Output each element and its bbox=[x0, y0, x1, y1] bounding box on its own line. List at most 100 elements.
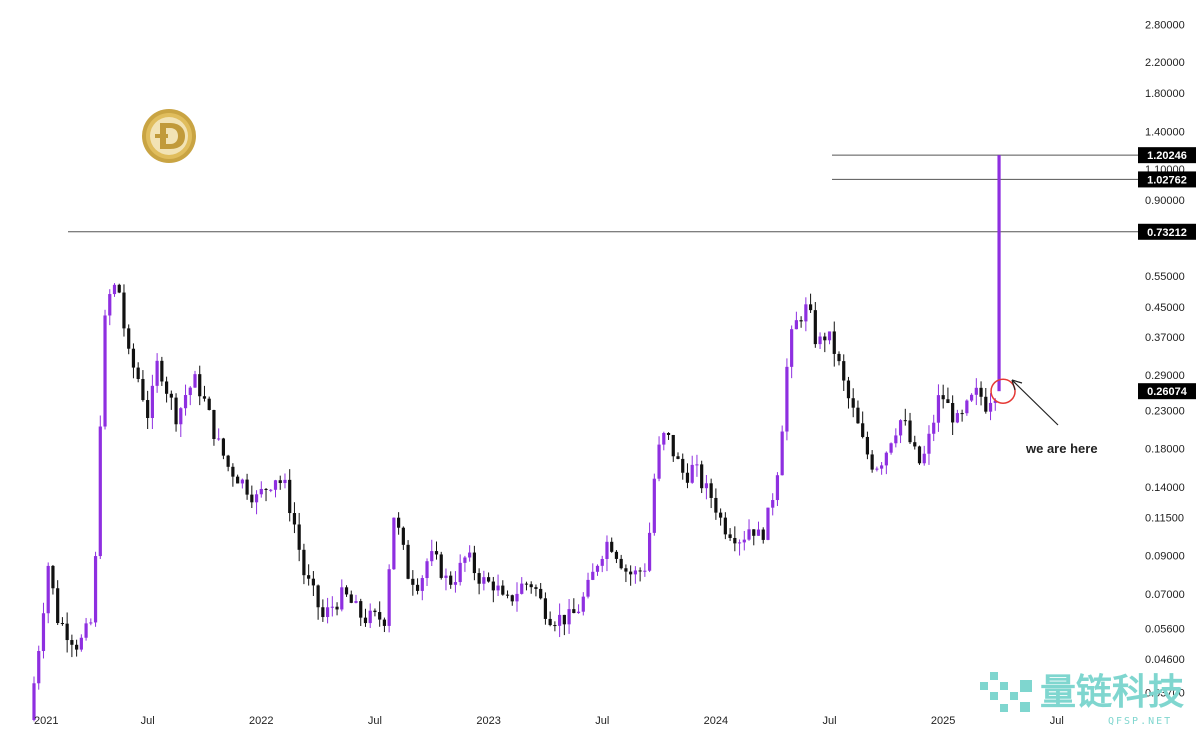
candle-body bbox=[226, 455, 230, 467]
candle-body bbox=[401, 527, 405, 545]
candle-body bbox=[245, 479, 249, 495]
candle-body bbox=[567, 609, 571, 625]
candle-body bbox=[108, 294, 112, 316]
y-tick-label: 0.55000 bbox=[1145, 271, 1185, 283]
candle-body bbox=[780, 431, 784, 476]
candle-body bbox=[387, 569, 391, 626]
candle-body bbox=[378, 612, 382, 620]
projection-candle bbox=[997, 155, 1001, 392]
candle-body bbox=[785, 366, 789, 432]
candle-body bbox=[979, 387, 983, 397]
candle-body bbox=[112, 284, 117, 295]
candle-body bbox=[562, 614, 566, 625]
candle-body bbox=[325, 607, 330, 618]
candle-body bbox=[875, 468, 879, 470]
candle-body bbox=[638, 570, 642, 572]
candle-body bbox=[37, 651, 41, 684]
candle-body bbox=[861, 423, 865, 437]
candle-body bbox=[439, 554, 443, 578]
current-price-circle bbox=[990, 378, 1016, 404]
candle-body bbox=[505, 594, 510, 596]
candle-body bbox=[141, 378, 145, 401]
candle-body bbox=[359, 601, 363, 618]
candle-body bbox=[898, 420, 903, 436]
annotation-arrow bbox=[1011, 379, 1059, 426]
candle-body bbox=[89, 622, 93, 624]
x-tick-label: 2025 bbox=[931, 715, 955, 727]
x-tick-label: Jul bbox=[595, 715, 609, 727]
y-tick-label: 0.18000 bbox=[1145, 443, 1185, 455]
candle-body bbox=[903, 420, 907, 422]
candle-body bbox=[955, 413, 959, 423]
candle-body bbox=[420, 578, 424, 591]
candle-body bbox=[430, 551, 434, 562]
candle-body bbox=[804, 304, 808, 322]
candle-body bbox=[444, 575, 448, 578]
candle-body bbox=[122, 292, 126, 329]
candle-body bbox=[960, 413, 964, 415]
candle-body bbox=[397, 517, 401, 528]
candle-body bbox=[131, 348, 136, 368]
candle-body bbox=[510, 595, 514, 602]
candle-body bbox=[103, 315, 107, 427]
candle-body bbox=[543, 598, 548, 619]
candle-body bbox=[747, 529, 751, 540]
candle-body bbox=[269, 489, 273, 491]
candle-body bbox=[832, 331, 836, 354]
candle-body bbox=[368, 610, 372, 624]
projection-wick bbox=[997, 155, 1001, 392]
candle-body bbox=[136, 367, 140, 379]
x-tick-label: 2023 bbox=[476, 715, 500, 727]
y-tick-label: 2.80000 bbox=[1145, 20, 1185, 32]
candle-body bbox=[984, 396, 988, 412]
level-tag-label: 0.73212 bbox=[1147, 227, 1187, 239]
candle-body bbox=[558, 614, 562, 626]
candle-body bbox=[311, 578, 315, 586]
candle-body bbox=[837, 353, 841, 362]
candle-body bbox=[880, 465, 884, 469]
candle-body bbox=[482, 577, 486, 584]
candle-body bbox=[752, 529, 756, 536]
candle-body bbox=[865, 436, 870, 455]
candle-body bbox=[690, 464, 694, 483]
candle-body bbox=[458, 562, 462, 583]
candle-body bbox=[193, 374, 197, 388]
candle-body bbox=[723, 517, 727, 535]
y-tick-label: 0.03700 bbox=[1145, 688, 1185, 700]
level-tag-label: 1.02762 bbox=[1147, 174, 1187, 186]
candle-body bbox=[406, 544, 410, 579]
x-axis: 2021 Jul 2022 Jul 2023 Jul 2024 Jul 2025 Jul bbox=[34, 715, 1064, 727]
candle-body bbox=[969, 394, 974, 401]
candle-body bbox=[392, 517, 396, 570]
candle-body bbox=[188, 387, 192, 396]
candles bbox=[32, 283, 997, 722]
candle-body bbox=[685, 472, 690, 483]
candle-body bbox=[463, 557, 467, 563]
dogecoin-logo bbox=[142, 109, 196, 163]
candle-body bbox=[610, 541, 614, 552]
candle-body bbox=[700, 464, 704, 489]
candle-body bbox=[728, 534, 732, 538]
candle-body bbox=[330, 606, 334, 608]
candle-body bbox=[453, 582, 458, 585]
candle-body bbox=[714, 497, 718, 513]
candle-body bbox=[951, 403, 955, 423]
candle-body bbox=[572, 609, 576, 614]
candle-body bbox=[529, 584, 533, 588]
candle-body bbox=[823, 336, 827, 341]
price-tags: 0.73212 1.02762 1.20246 0.26074 bbox=[1138, 147, 1196, 400]
candle-body bbox=[217, 438, 221, 440]
y-tick-label: 0.07000 bbox=[1145, 589, 1185, 601]
candle-body bbox=[775, 475, 780, 501]
candle-body bbox=[321, 607, 325, 618]
candle-body bbox=[586, 579, 590, 597]
candle-body bbox=[160, 360, 164, 382]
candle-body bbox=[553, 625, 557, 627]
candle-body bbox=[202, 396, 207, 399]
candle-body bbox=[534, 587, 538, 589]
candle-body bbox=[681, 458, 685, 473]
current-price-tag bbox=[1138, 383, 1196, 400]
candle-body bbox=[704, 483, 709, 489]
candle-body bbox=[771, 500, 775, 508]
candle-body bbox=[520, 583, 524, 594]
